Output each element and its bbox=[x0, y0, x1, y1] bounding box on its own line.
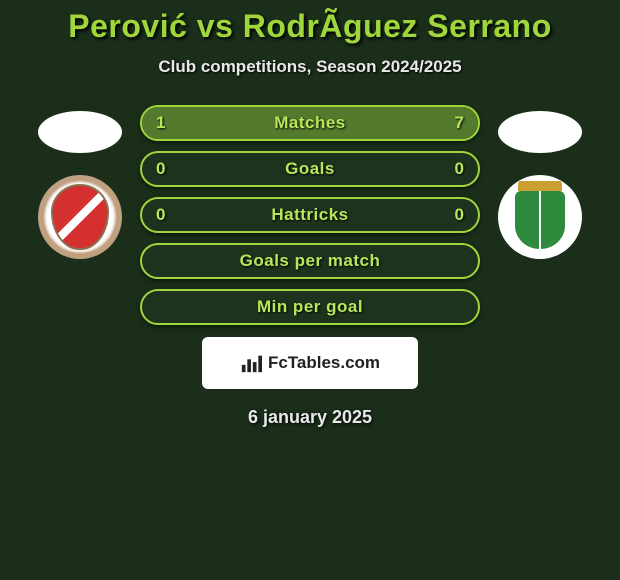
stat-right-value: 0 bbox=[455, 159, 464, 179]
stat-label: Goals per match bbox=[240, 251, 381, 271]
page-title: Perović vs RodrÃ­guez Serrano bbox=[68, 8, 551, 45]
comparison-card: Perović vs RodrÃ­guez Serrano Club compe… bbox=[0, 0, 620, 428]
stat-right-value: 0 bbox=[455, 205, 464, 225]
stat-label: Hattricks bbox=[271, 205, 348, 225]
left-player-column bbox=[38, 105, 122, 259]
fctables-logo: FcTables.com bbox=[202, 337, 418, 389]
left-club-badge-icon bbox=[38, 175, 122, 259]
stat-left-value: 0 bbox=[156, 159, 165, 179]
stat-bar: 0 Goals 0 bbox=[140, 151, 480, 187]
stat-bar: 0 Hattricks 0 bbox=[140, 197, 480, 233]
stat-bar: Min per goal bbox=[140, 289, 480, 325]
stat-left-value: 1 bbox=[156, 113, 165, 133]
main-row: 1 Matches 7 0 Goals 0 0 Hattricks 0 Goals per mat… bbox=[0, 105, 620, 325]
stat-label: Min per goal bbox=[257, 297, 363, 317]
left-flag-icon bbox=[38, 111, 122, 153]
stat-label: Matches bbox=[274, 113, 346, 133]
subtitle: Club competitions, Season 2024/2025 bbox=[158, 57, 461, 77]
right-flag-icon bbox=[498, 111, 582, 153]
right-player-column bbox=[498, 105, 582, 259]
stat-label: Goals bbox=[285, 159, 335, 179]
date-text: 6 january 2025 bbox=[248, 407, 372, 428]
stat-right-value: 7 bbox=[455, 113, 464, 133]
bar-chart-icon bbox=[240, 352, 262, 374]
stat-bars: 1 Matches 7 0 Goals 0 0 Hattricks 0 Goals per mat… bbox=[140, 105, 480, 325]
stat-bar: 1 Matches 7 bbox=[140, 105, 480, 141]
stat-bar: Goals per match bbox=[140, 243, 480, 279]
right-club-badge-icon bbox=[498, 175, 582, 259]
logo-text: FcTables.com bbox=[268, 353, 380, 373]
stat-left-value: 0 bbox=[156, 205, 165, 225]
